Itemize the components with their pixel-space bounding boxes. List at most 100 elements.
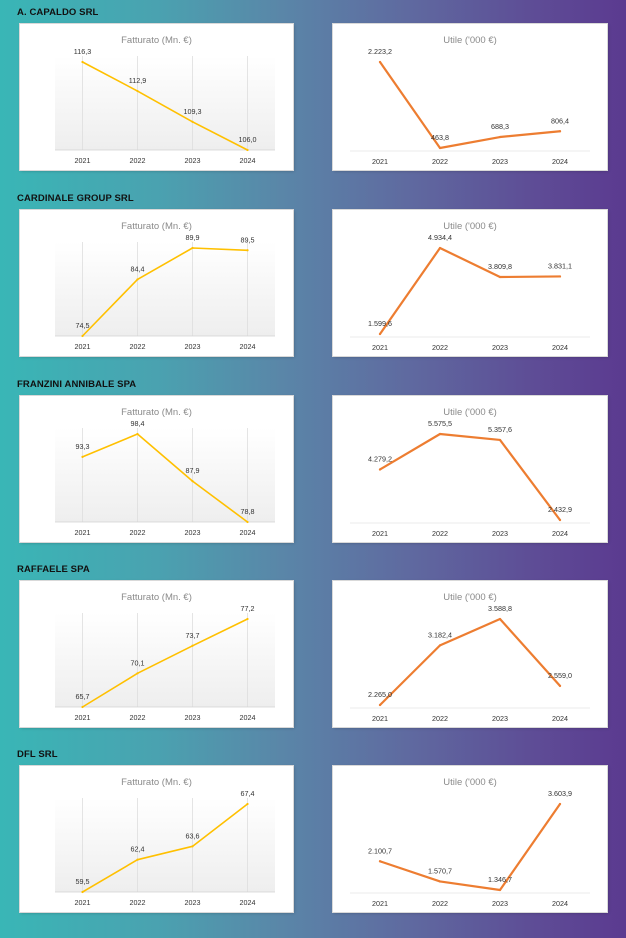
company-heading: FRANZINI ANNIBALE SPA [17,379,137,390]
chart-title: Utile ('000 €) [443,221,497,232]
data-label: 2.100,7 [368,846,392,855]
data-label: 116,3 [74,47,91,56]
data-label: 2.223,2 [368,47,392,56]
data-point [191,644,194,647]
utile-line-chart: Utile ('000 €) 2.265,0 2021 3.182,4 2022 3.58… [350,592,590,723]
data-point [136,278,139,281]
data-point [558,802,562,806]
x-tick-label: 2024 [552,899,568,908]
utile-line-chart: Utile ('000 €) 4.279,2 2021 5.575,5 2022 5.35… [350,407,590,538]
data-label: 89,5 [241,235,255,244]
data-point [81,334,84,338]
data-point [378,703,382,707]
data-point [81,890,84,894]
x-tick-label: 2022 [130,898,146,907]
data-label: 1.599,6 [368,319,392,328]
data-point [438,644,442,647]
x-tick-label: 2021 [75,713,91,722]
x-tick-label: 2022 [130,342,146,351]
x-tick-label: 2021 [372,343,388,352]
data-point [136,89,139,93]
data-label: 1.570,7 [428,866,452,875]
fatturato-chart-card: Fatturato (Mn. €) 65,7 2021 70,1 2022 73,7 202… [20,581,293,727]
data-point [378,860,382,863]
data-label: 463,8 [431,133,449,142]
data-label: 2.265,0 [368,690,392,699]
chart-title: Utile ('000 €) [443,777,497,788]
data-point [246,148,249,152]
x-tick-label: 2021 [75,156,91,165]
fatturato-line-chart: Fatturato (Mn. €) 59,5 2021 62,4 2022 63,6 202… [55,777,275,907]
fatturato-chart-card: Fatturato (Mn. €) 59,5 2021 62,4 2022 63,6 202… [20,766,293,912]
x-tick-label: 2022 [432,157,448,166]
data-label: 3.603,9 [548,789,572,798]
data-label: 62,4 [131,845,145,854]
x-tick-label: 2024 [552,157,568,166]
x-tick-label: 2022 [432,529,448,538]
data-point [136,672,139,675]
data-label: 74,5 [76,321,90,330]
x-tick-label: 2023 [185,713,201,722]
data-point [558,130,562,133]
data-point [498,888,502,892]
fatturato-series-line [81,61,249,151]
data-point [136,858,139,861]
data-label: 84,4 [131,264,145,273]
data-point [81,60,84,64]
utile-chart-card: Utile ('000 €) 1.599,6 2021 4.934,4 2022 3.80… [333,210,607,356]
x-tick-label: 2022 [432,343,448,352]
utile-chart-card: Utile ('000 €) 2.223,2 2021 463,8 2022 688,3 2… [333,24,607,170]
chart-title: Fatturato (Mn. €) [121,221,192,232]
x-tick-label: 2023 [492,529,508,538]
x-tick-label: 2024 [240,528,256,537]
data-label: 2.559,0 [548,671,572,680]
data-label: 93,3 [76,442,90,451]
fatturato-line-chart: Fatturato (Mn. €) 116,3 2021 112,9 2022 109,3… [55,35,275,165]
data-label: 4.279,2 [368,454,392,463]
data-label: 3.588,8 [488,604,512,613]
data-point [438,246,442,250]
data-point [378,332,382,336]
x-tick-label: 2022 [130,528,146,537]
fatturato-line-chart: Fatturato (Mn. €) 74,5 2021 84,4 2022 89,9 202… [55,221,275,351]
x-tick-label: 2024 [552,714,568,723]
data-point [558,684,562,688]
x-tick-label: 2023 [492,157,508,166]
data-point [498,275,502,279]
data-point [246,520,249,524]
plot-area [55,798,275,892]
data-label: 3.182,4 [428,630,452,639]
data-point [246,802,249,806]
data-label: 688,3 [491,122,509,131]
fatturato-chart-card: Fatturato (Mn. €) 93,3 2021 98,4 2022 87,9 202… [20,396,293,542]
chart-title: Utile ('000 €) [443,35,497,46]
data-point [438,146,442,150]
data-point [378,468,382,471]
utile-chart-card: Utile ('000 €) 2.265,0 2021 3.182,4 2022 3.58… [333,581,607,727]
company-heading: RAFFAELE SPA [17,564,90,575]
data-label: 806,4 [551,116,569,125]
x-tick-label: 2022 [432,714,448,723]
data-label: 78,8 [241,507,255,516]
x-tick-label: 2023 [185,528,201,537]
utile-line-chart: Utile ('000 €) 2.100,7 2021 1.570,7 2022 1.34… [350,777,590,908]
x-tick-label: 2024 [240,713,256,722]
data-point [498,617,502,621]
chart-title: Fatturato (Mn. €) [121,35,192,46]
data-label: 5.575,5 [428,419,452,428]
data-point [438,880,442,883]
x-tick-label: 2021 [372,899,388,908]
fatturato-line-chart: Fatturato (Mn. €) 65,7 2021 70,1 2022 73,7 202… [55,592,275,722]
data-point [378,60,382,64]
data-point [498,438,502,442]
data-label: 1.346,7 [488,875,512,884]
x-tick-label: 2024 [552,343,568,352]
utile-line-chart: Utile ('000 €) 2.223,2 2021 463,8 2022 688,3 2… [350,35,590,166]
fatturato-chart-card: Fatturato (Mn. €) 74,5 2021 84,4 2022 89,9 202… [20,210,293,356]
data-label: 2.432,9 [548,505,572,514]
x-tick-label: 2024 [240,342,256,351]
utile-series-line [378,802,562,892]
x-tick-label: 2023 [492,343,508,352]
data-point [81,455,84,458]
data-label: 59,5 [76,877,90,886]
